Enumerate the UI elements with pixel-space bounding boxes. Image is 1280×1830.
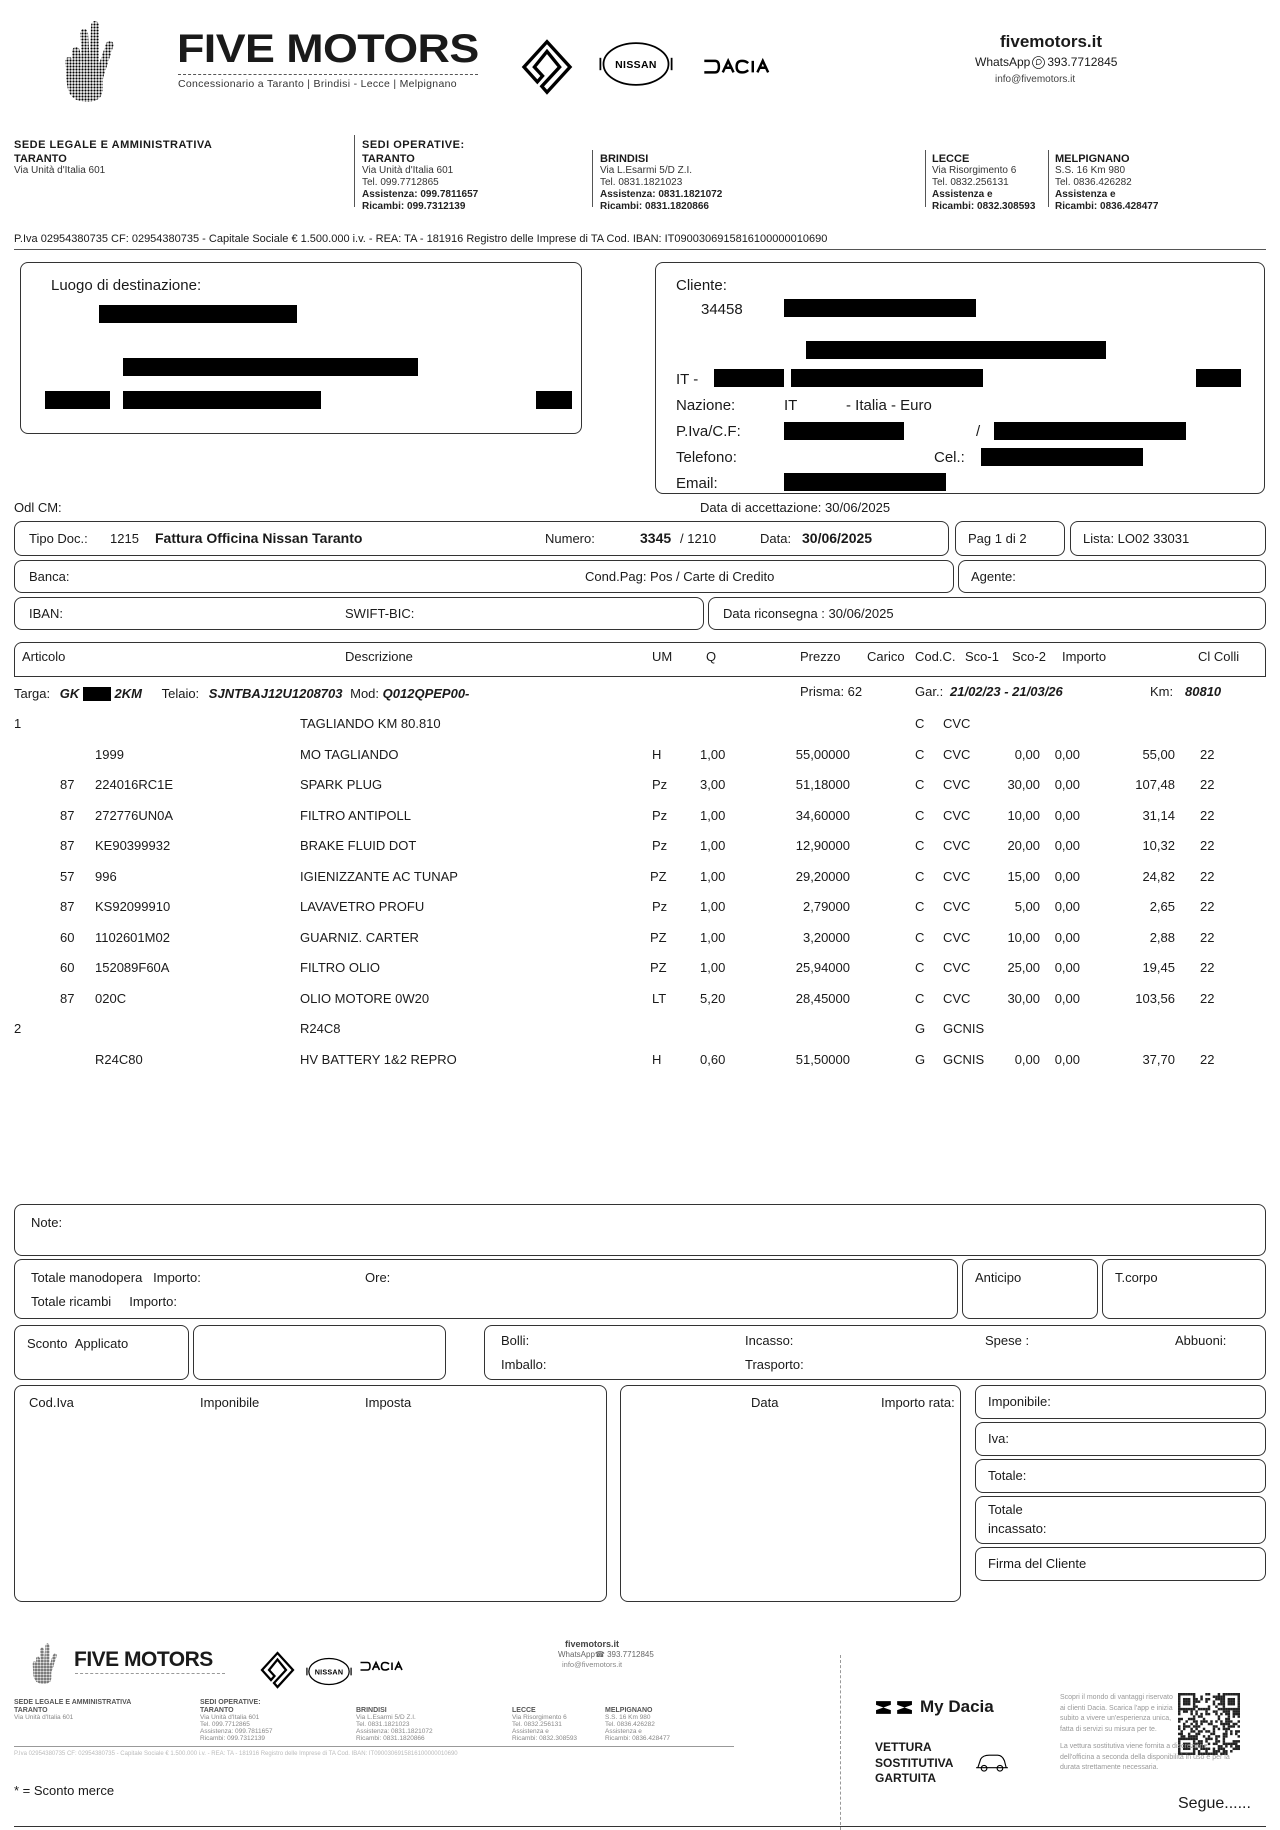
svg-text:NISSAN: NISSAN (615, 60, 657, 71)
svg-text:NISSAN: NISSAN (315, 1667, 344, 1676)
